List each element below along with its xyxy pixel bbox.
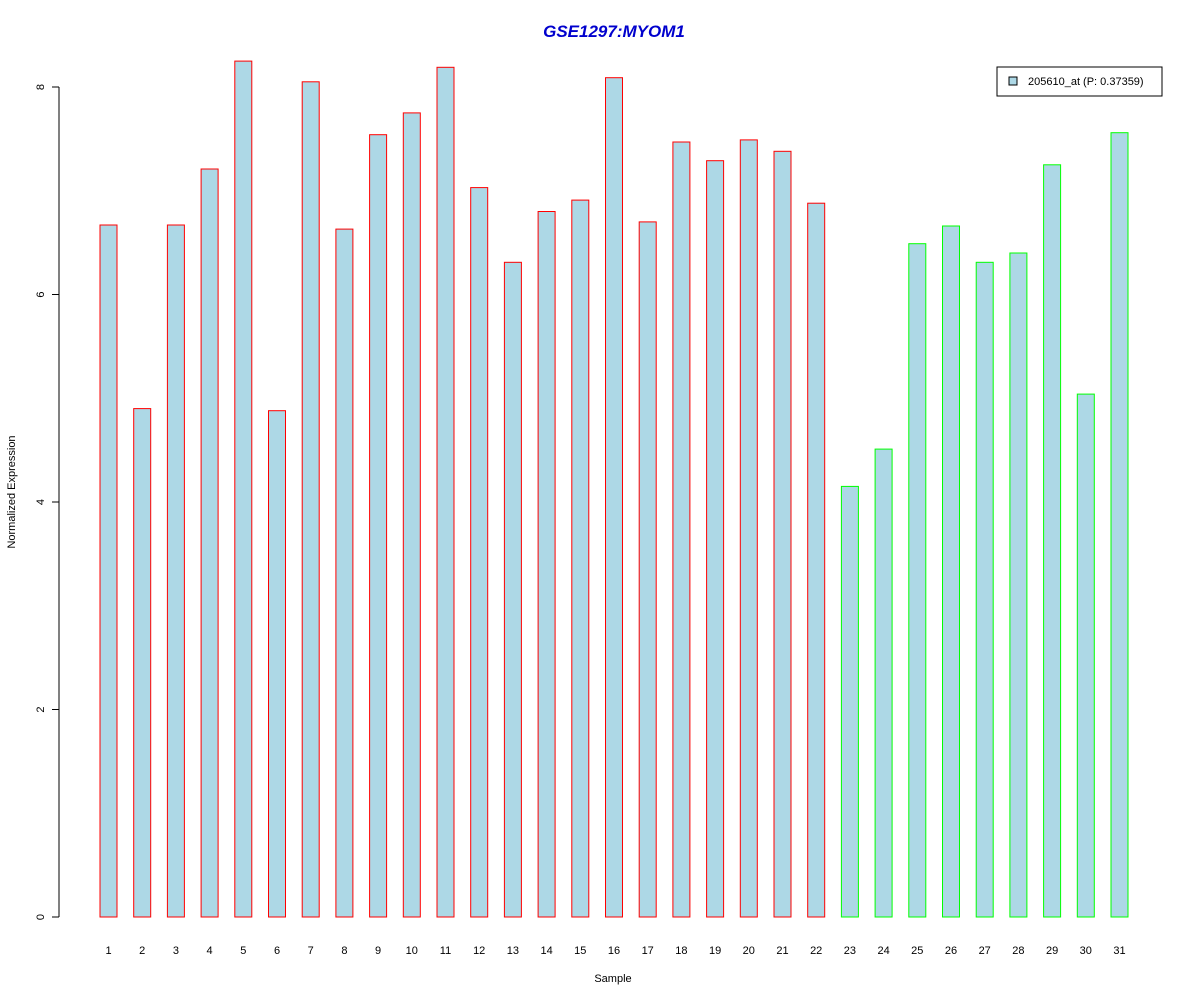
x-tick-label: 19 [709, 945, 721, 957]
y-axis-label: Normalized Expression [6, 435, 18, 548]
bar-sample-7 [301, 81, 320, 918]
legend: 205610_at (P: 0.37359) [996, 66, 1163, 97]
x-tick-label: 2 [139, 945, 145, 957]
x-axis-label: Sample [594, 973, 631, 985]
x-tick-label: 18 [675, 945, 687, 957]
x-tick-label: 11 [440, 945, 451, 957]
bar-sample-15 [571, 199, 590, 918]
x-tick-label: 22 [810, 945, 822, 957]
bar-sample-5 [234, 60, 253, 918]
x-tick-label: 15 [574, 945, 586, 957]
x-tick-labels: 1 2 3 4 5 6 7 8 9 10 11 12 13 14 15 16 17 18 19 20 21 22 23 24 2… [105, 945, 1125, 957]
bar-sample-31 [1110, 132, 1129, 918]
x-tick-label: 24 [877, 945, 889, 957]
x-tick-label: 5 [240, 945, 246, 957]
bar-sample-14 [537, 211, 556, 918]
legend-box [996, 66, 1163, 97]
y-tick-label: 8 [35, 84, 47, 90]
bar-sample-23 [840, 485, 859, 918]
x-tick-label: 13 [507, 945, 519, 957]
x-tick-label: 3 [173, 945, 179, 957]
bar-sample-24 [874, 448, 893, 918]
bar-sample-18 [672, 141, 691, 918]
x-tick-label: 7 [308, 945, 314, 957]
x-tick-label: 14 [540, 945, 552, 957]
x-tick-label: 4 [207, 945, 213, 957]
x-tick-label: 30 [1080, 945, 1092, 957]
bar-sample-16 [605, 77, 623, 918]
bar-sample-3 [166, 224, 185, 918]
x-tick-label: 26 [945, 945, 957, 957]
bar-sample-1 [99, 224, 118, 918]
bar-sample-27 [975, 261, 994, 918]
bar-sample-17 [638, 221, 657, 918]
y-tick-label: 2 [35, 706, 47, 712]
bar-sample-8 [335, 228, 354, 918]
x-tick-label: 23 [844, 945, 856, 957]
x-tick-label: 29 [1046, 945, 1058, 957]
bar-sample-19 [706, 160, 725, 918]
bar-sample-11 [436, 66, 455, 918]
bar-sample-29 [1043, 164, 1062, 918]
x-tick-label: 17 [642, 945, 654, 957]
bar-sample-6 [268, 410, 286, 918]
bar-sample-21 [773, 150, 792, 918]
x-tick-label: 31 [1113, 945, 1125, 957]
bar-sample-4 [200, 168, 219, 918]
bar-sample-13 [503, 261, 522, 918]
y-axis: 0 2 4 6 8 [35, 84, 60, 920]
bar-sample-30 [1076, 393, 1095, 918]
x-tick-label: 8 [341, 945, 347, 957]
x-tick-label: 28 [1012, 945, 1024, 957]
x-tick-label: 6 [274, 945, 280, 957]
x-tick-label: 25 [911, 945, 923, 957]
y-tick-label: 6 [35, 291, 47, 297]
bar-sample-20 [739, 139, 758, 918]
bar-sample-28 [1009, 252, 1028, 918]
x-tick-label: 27 [979, 945, 991, 957]
bar-sample-9 [369, 134, 388, 918]
bar-sample-10 [402, 112, 421, 918]
x-tick-label: 1 [105, 945, 111, 957]
y-tick-label: 0 [35, 914, 47, 920]
chart-title: GSE1297:MYOM1 [543, 22, 685, 41]
bar-sample-12 [470, 187, 489, 918]
legend-label: 205610_at (P: 0.37359) [1028, 76, 1144, 88]
x-tick-label: 12 [473, 945, 485, 957]
x-tick-label: 10 [406, 945, 418, 957]
bar-sample-26 [942, 225, 960, 918]
x-tick-label: 9 [375, 945, 381, 957]
bar-sample-25 [908, 243, 927, 918]
x-tick-label: 21 [776, 945, 788, 957]
x-tick-label: 16 [608, 945, 620, 957]
x-tick-label: 20 [743, 945, 755, 957]
bar-sample-22 [807, 202, 826, 918]
legend-swatch [1008, 76, 1018, 86]
bar-sample-2 [133, 408, 152, 918]
bars-group [99, 60, 1129, 918]
y-tick-label: 4 [35, 499, 47, 505]
